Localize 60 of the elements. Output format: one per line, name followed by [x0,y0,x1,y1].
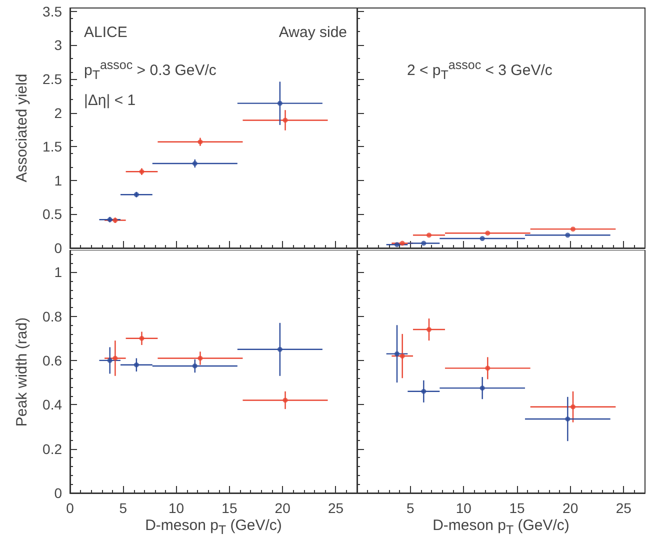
y-tick-label: 0.2 [42,440,62,457]
x-tick-label: 0 [66,500,74,516]
y-tick-label: 1 [54,172,62,188]
point [277,346,282,352]
x-tick-label: 15 [222,500,238,516]
point [394,242,400,248]
x-tick-label: 10 [168,500,184,516]
point [570,226,576,232]
y-tick-label: 3.5 [42,3,62,20]
y-tick-label: 0 [54,240,62,256]
point [421,388,426,394]
y-tick-label: 2 [54,104,62,121]
point [198,356,203,361]
y-tick-label: 2.5 [42,70,62,87]
annotation: |Δη| < 1 [84,92,136,109]
x-axis-title: D-meson p$_{T}$ (GeV/c) [145,517,282,537]
annotation: ALICE [84,24,128,41]
point [112,356,118,361]
point [421,240,426,246]
point [394,351,400,356]
point [400,240,405,246]
point [139,336,144,341]
y-tick-label: 0.5 [42,206,62,222]
annotation: 2 < p$_{T}$$^{assoc}$ < 3 GeV/c [407,58,552,82]
point [485,230,490,236]
point [565,232,570,238]
x-tick-label: 15 [509,500,525,516]
y-tick-label: 0.4 [42,396,62,413]
y-axis-title: Peak width (rad) [14,316,30,426]
point [192,363,198,368]
y-tick-label: 0.6 [42,352,62,368]
annotation: p$_{T}$$^{assoc}$ > 0.3 GeV/c [84,58,216,82]
x-tick-label: 10 [456,500,472,516]
x-tick-label: 20 [562,500,578,516]
y-axis-title: Associated yield [14,74,30,182]
x-tick-label: 20 [274,500,291,516]
point [134,362,139,368]
point [277,100,282,106]
x-tick-label: 5 [119,500,128,516]
y-tick-label: 0.8 [42,308,62,324]
point [282,398,288,403]
point [480,236,485,242]
x-tick-label: 25 [328,500,344,516]
annotation: Away side [278,24,347,41]
point [400,354,405,359]
point [426,327,432,332]
y-tick-label: 0 [54,485,62,501]
point [426,232,432,238]
y-tick-label: 1.5 [42,138,62,155]
x-tick-label: 25 [616,500,632,516]
point [565,416,570,422]
point [282,118,288,123]
x-tick-label: 5 [406,500,414,516]
point [107,358,112,363]
point [570,404,576,410]
y-tick-label: 3 [54,37,62,54]
point [485,366,490,371]
y-tick-label: 1 [54,264,62,280]
point [480,386,485,391]
x-axis-title: D-meson p$_{T}$ (GeV/c) [432,517,570,537]
